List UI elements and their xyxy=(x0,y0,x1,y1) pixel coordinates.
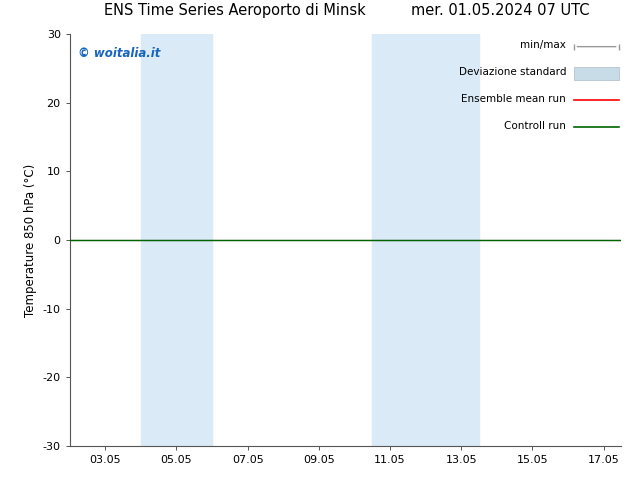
Text: Deviazione standard: Deviazione standard xyxy=(458,67,566,77)
Text: min/max: min/max xyxy=(521,41,566,50)
Y-axis label: Temperature 850 hPa (°C): Temperature 850 hPa (°C) xyxy=(24,164,37,317)
Text: mer. 01.05.2024 07 UTC: mer. 01.05.2024 07 UTC xyxy=(411,3,589,18)
FancyBboxPatch shape xyxy=(574,67,619,80)
Text: ENS Time Series Aeroporto di Minsk: ENS Time Series Aeroporto di Minsk xyxy=(105,3,366,18)
Bar xyxy=(141,34,212,446)
Bar xyxy=(372,34,479,446)
Text: Ensemble mean run: Ensemble mean run xyxy=(462,94,566,104)
Text: Controll run: Controll run xyxy=(504,121,566,131)
Text: © woitalia.it: © woitalia.it xyxy=(78,47,160,60)
